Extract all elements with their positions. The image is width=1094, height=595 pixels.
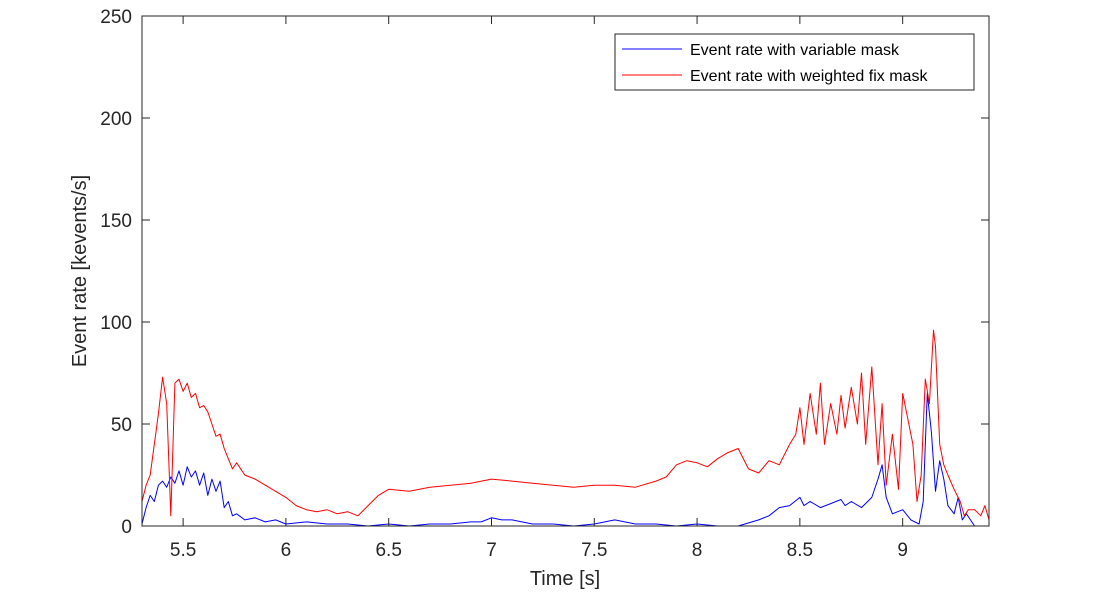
legend-label-variable-mask: Event rate with variable mask — [690, 42, 900, 59]
y-axis-title: Event rate [kevents/s] — [69, 175, 91, 367]
x-tick-label: 8 — [692, 540, 703, 561]
series-line-weighted-fix-mask — [141, 329, 990, 521]
axes-box — [141, 15, 990, 527]
x-tick-label: 6 — [281, 540, 292, 561]
y-tick-label: 100 — [100, 313, 132, 334]
x-tick-label: 7 — [486, 540, 497, 561]
y-tick-label: 250 — [100, 7, 132, 28]
legend: Event rate with variable mask Event rate… — [614, 33, 975, 91]
y-tick-label: 200 — [100, 109, 132, 130]
y-axis-ticks: 0 50 100 150 200 250 — [100, 7, 989, 538]
x-tick-label: 9 — [897, 540, 908, 561]
legend-box — [614, 33, 975, 91]
y-tick-label: 150 — [100, 211, 132, 232]
x-axis-title: Time [s] — [530, 568, 600, 590]
x-tick-label: 6.5 — [375, 540, 401, 561]
x-axis-ticks: 5.5 6 6.5 7 7.5 8 8.5 9 — [170, 16, 908, 561]
plot-area — [142, 16, 989, 526]
x-tick-label: 8.5 — [787, 540, 813, 561]
legend-label-weighted-fix-mask: Event rate with weighted fix mask — [690, 68, 928, 85]
x-tick-label: 5.5 — [170, 540, 196, 561]
y-tick-label: 50 — [111, 415, 132, 436]
x-tick-label: 7.5 — [581, 540, 607, 561]
y-tick-label: 0 — [121, 517, 132, 538]
